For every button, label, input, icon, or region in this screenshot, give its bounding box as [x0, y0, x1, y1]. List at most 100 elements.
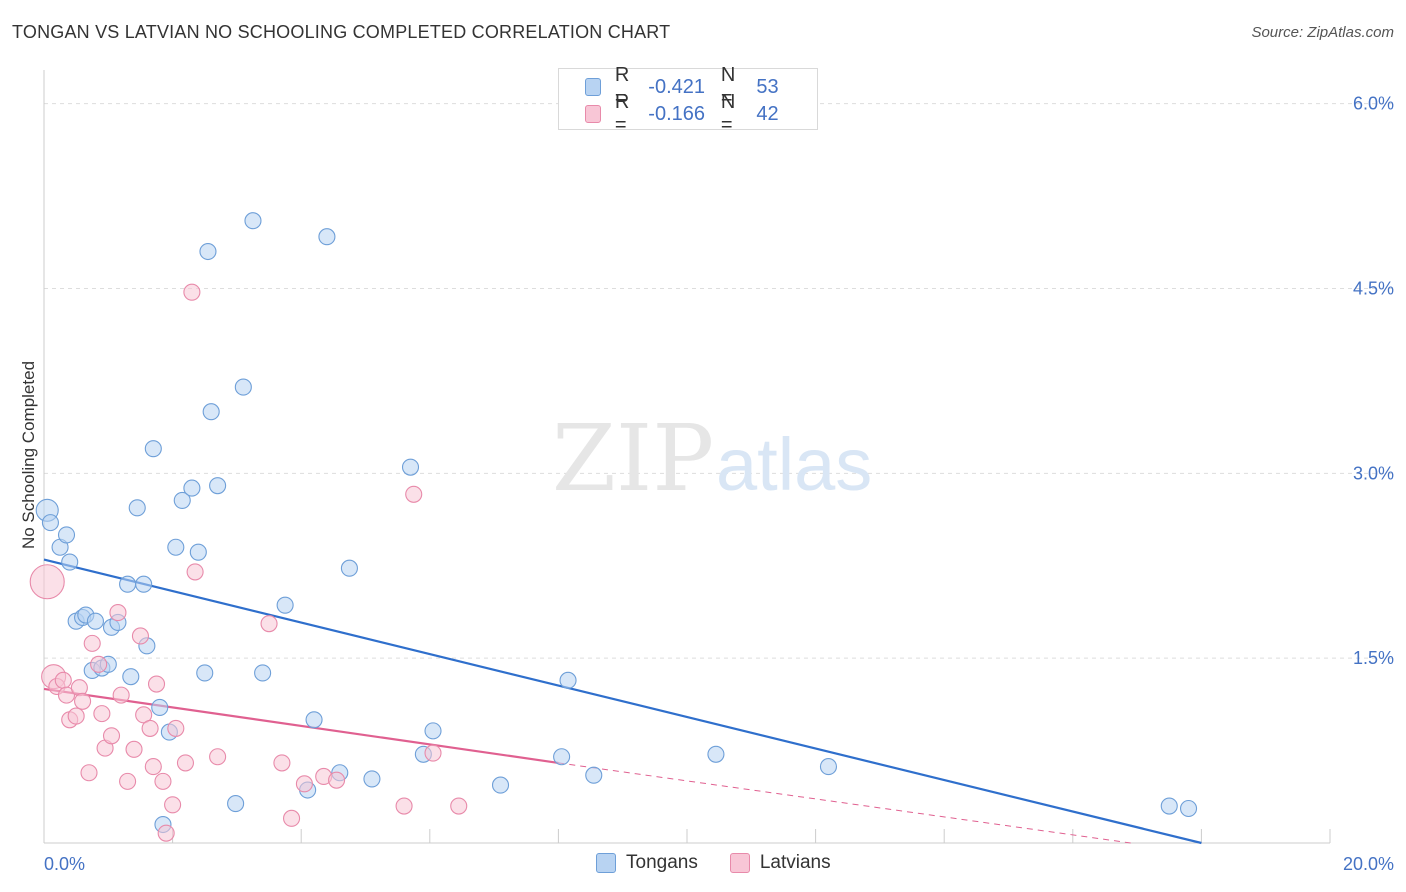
latvian-point-33 [273, 754, 291, 772]
latvian-point-39 [405, 485, 423, 503]
tongan-point-34 [254, 664, 272, 682]
tongan-point-24 [173, 491, 191, 509]
latvian-point-30 [186, 563, 204, 581]
latvian-point-19 [131, 627, 149, 645]
latvian-point-37 [328, 771, 346, 789]
tongan-point-49 [707, 745, 725, 763]
n-value-tongans: 53 [756, 75, 779, 98]
x-tick-label-0: 0.0% [44, 854, 85, 874]
legend-item-latvians: Latvians [729, 852, 831, 874]
latvian-point-29 [183, 283, 201, 301]
correlation-legend: R = -0.421 N = 53 R = -0.166 N = 42 [558, 64, 818, 136]
tongan-point-27 [196, 664, 214, 682]
tongan-point-25 [183, 479, 201, 497]
tongan-point-37 [305, 711, 323, 729]
latvian-point-23 [147, 675, 166, 693]
latvian-point-9 [80, 764, 98, 782]
trendline-latvians-2 [558, 762, 1131, 844]
r-label: R = [614, 91, 630, 136]
latvian-point-16 [112, 686, 130, 704]
tongan-point-28 [199, 242, 217, 261]
tongan-point-40 [340, 559, 358, 577]
watermark-atlas: atlas [716, 423, 872, 506]
tongan-point-38 [318, 228, 336, 246]
n-label: N = [720, 91, 736, 136]
latvian-point-32 [260, 615, 278, 633]
tongan-point-15 [122, 668, 140, 686]
latvian-point-17 [119, 772, 137, 790]
latvians-swatch [585, 105, 601, 123]
latvian-point-31 [209, 748, 227, 766]
latvian-point-25 [157, 824, 175, 842]
latvian-point-21 [141, 719, 159, 737]
trendlines [43, 558, 1202, 845]
latvian-point-6 [67, 707, 85, 725]
latvian-point-10 [83, 634, 101, 652]
latvian-point-12 [93, 705, 111, 723]
latvian-point-38 [395, 797, 413, 815]
tongan-point-14 [119, 575, 137, 593]
tongan-point-9 [86, 612, 104, 630]
tongan-point-46 [553, 748, 571, 766]
tongan-point-32 [234, 378, 252, 396]
trendline-latvians-1 [43, 687, 559, 764]
y-tick-label-0: 1.5% [1353, 648, 1394, 668]
tongan-point-23 [167, 538, 185, 556]
tongan-point-29 [202, 403, 220, 421]
tongan-point-26 [189, 543, 207, 561]
legend-row-tongans: R = -0.421 N = 53 [559, 64, 817, 109]
y-tick-label-2: 4.5% [1353, 278, 1394, 298]
tongans-swatch [596, 853, 616, 873]
latvian-point-40 [424, 744, 442, 762]
tongan-point-4 [61, 553, 79, 571]
tongan-point-19 [144, 440, 162, 458]
tongan-point-1 [41, 514, 59, 532]
tongan-point-33 [244, 212, 262, 230]
latvian-point-3 [54, 671, 72, 689]
latvian-point-28 [176, 754, 195, 772]
chart-title: TONGAN VS LATVIAN NO SCHOOLING COMPLETED… [12, 22, 671, 42]
legend-label-tongans: Tongans [626, 852, 698, 873]
legend-item-tongans: Tongans [596, 852, 698, 874]
latvian-point-35 [295, 775, 313, 793]
latvian-point-11 [90, 655, 108, 673]
tick-labels: 1.5% 3.0% 4.5% 6.0% 0.0% 20.0% [44, 94, 1394, 874]
latvian-point-14 [102, 727, 121, 745]
tongan-point-50 [819, 758, 838, 776]
r-value-tongans: -0.421 [648, 75, 706, 98]
latvian-point-22 [144, 758, 162, 776]
legend-row-latvians: R = -0.166 N = 42 [559, 91, 817, 136]
y-tick-label-1: 3.0% [1353, 463, 1394, 483]
latvian-point-24 [154, 772, 172, 790]
tongan-point-31 [227, 795, 245, 813]
tongan-point-52 [1179, 799, 1198, 818]
watermark-zip: ZIP [552, 405, 714, 512]
tongan-point-47 [559, 671, 577, 689]
tongan-point-42 [401, 458, 420, 476]
y-tick-label-3: 6.0% [1353, 94, 1394, 114]
tongan-point-45 [491, 776, 510, 794]
tongan-point-48 [585, 766, 603, 784]
r-label: R = [614, 64, 630, 109]
tongan-point-41 [363, 770, 381, 788]
x-tick-label-1: 20.0% [1343, 854, 1394, 874]
latvians-swatch [729, 853, 750, 873]
tongan-point-30 [209, 477, 227, 495]
y-axis-label: No Schooling Completed [19, 361, 38, 549]
n-label: N = [720, 64, 736, 109]
series-legend: Tongans Latvians [596, 852, 863, 874]
latvian-point-18 [125, 740, 143, 758]
latvian-point-8 [74, 692, 92, 710]
tongan-point-51 [1160, 797, 1178, 815]
latvian-point-41 [450, 797, 468, 815]
latvian-point-15 [109, 604, 127, 622]
latvian-point-4 [57, 686, 76, 704]
axes [43, 70, 1331, 844]
tongan-point-44 [424, 722, 442, 740]
data-points [29, 212, 1198, 842]
tongan-point-3 [57, 526, 76, 544]
r-value-latvians: -0.166 [648, 102, 706, 125]
legend-label-latvians: Latvians [759, 852, 831, 873]
latvian-point-34 [283, 809, 301, 827]
